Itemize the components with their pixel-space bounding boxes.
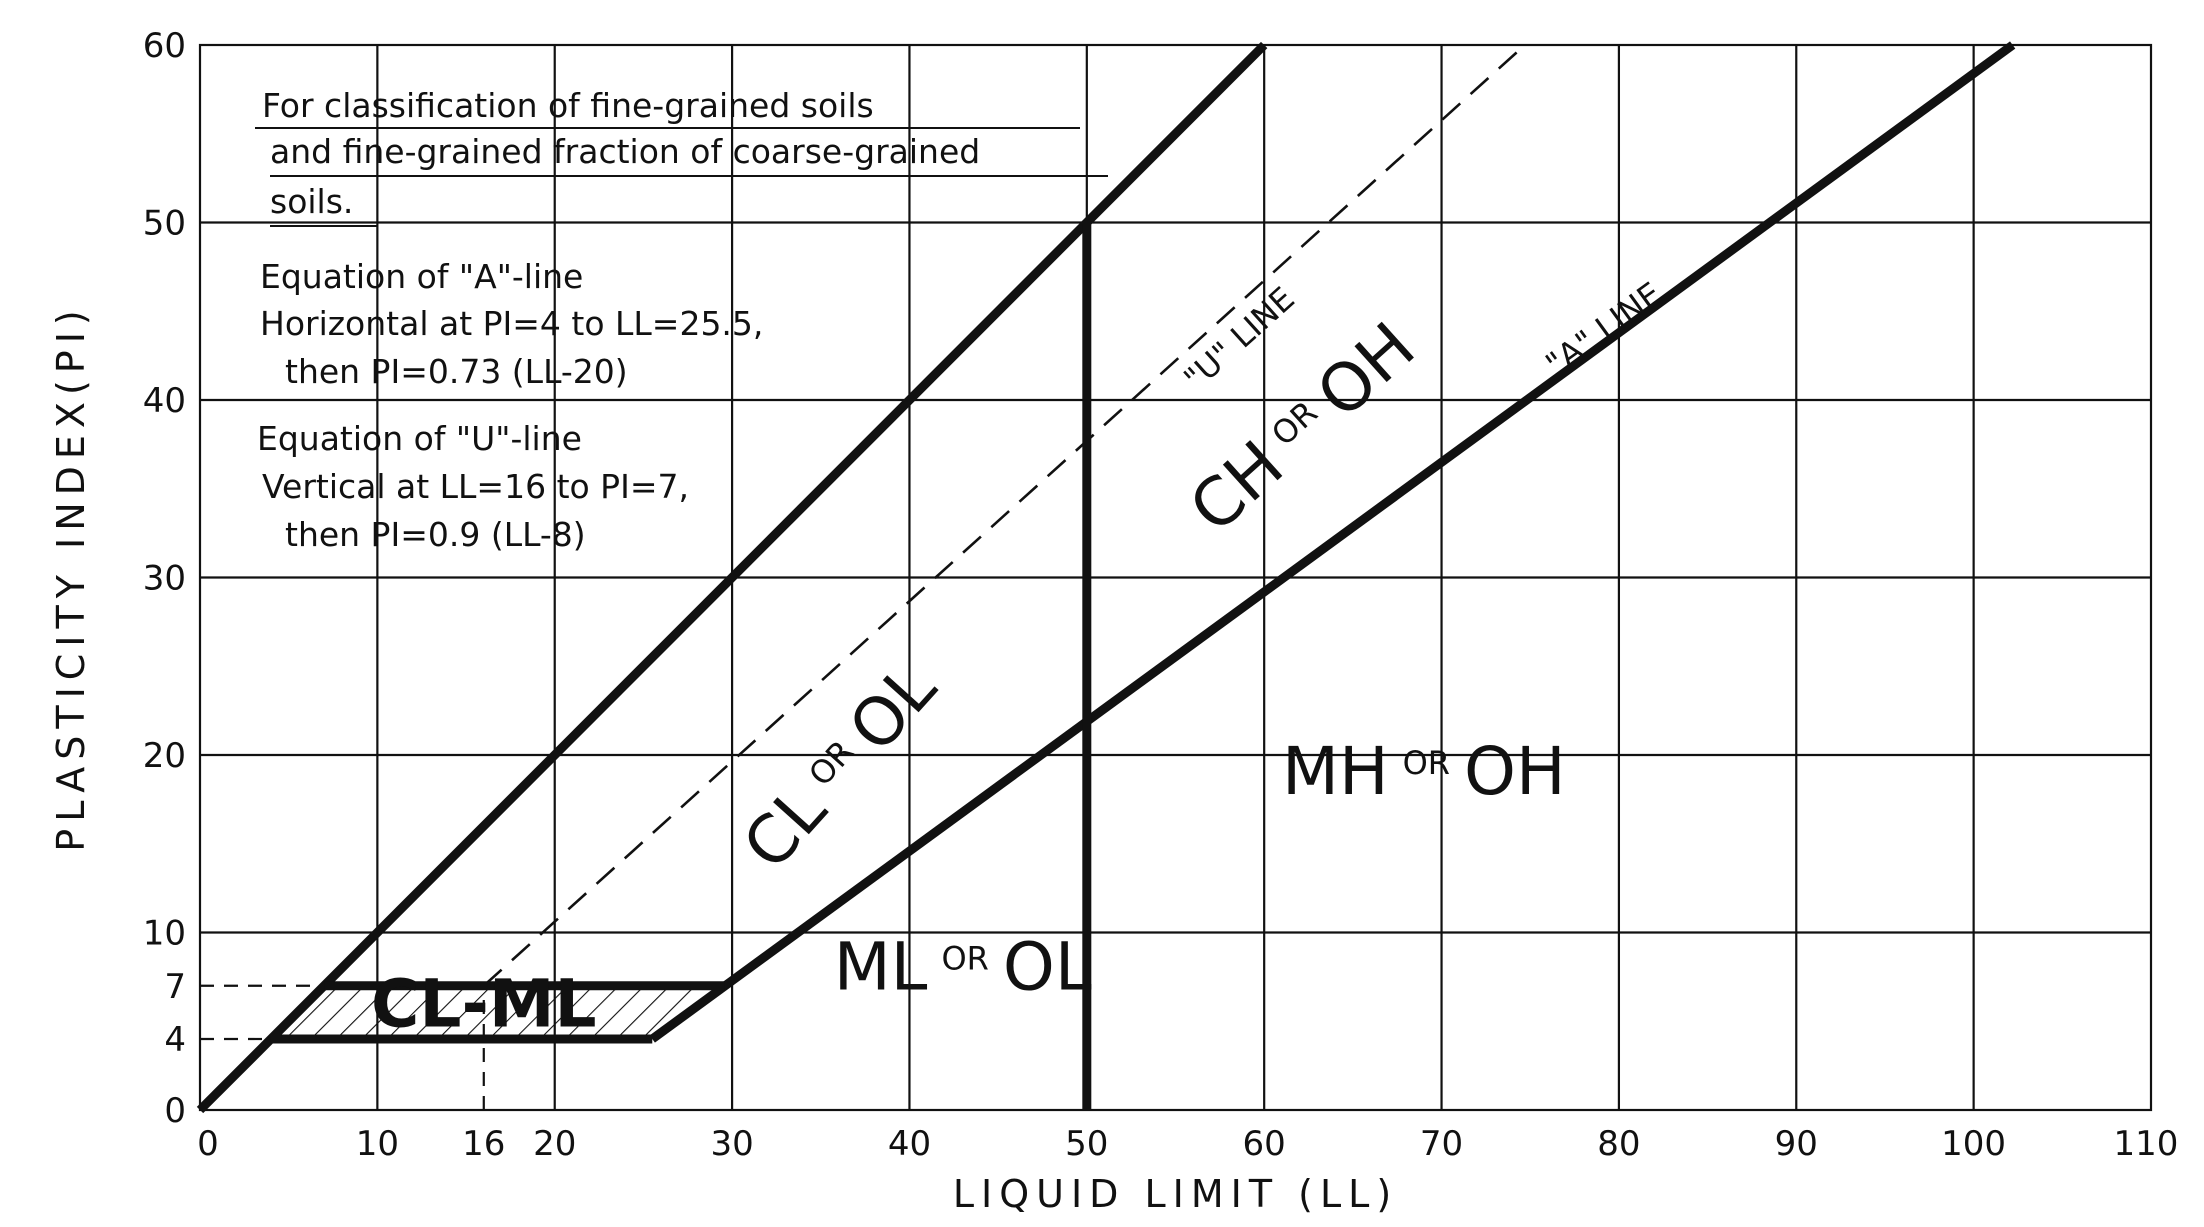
- x-tick-label: 10: [356, 1124, 399, 1164]
- classification-note-line: and fine-grained fraction of coarse-grai…: [270, 132, 980, 171]
- u-line: [482, 44, 1526, 987]
- x-tick-label: 0: [197, 1124, 219, 1164]
- y-tick-label: 60: [143, 26, 186, 66]
- y-tick-label: 20: [143, 736, 186, 776]
- zone-or: OR: [1403, 744, 1450, 782]
- zone-main-1: MH: [1282, 733, 1389, 810]
- x-tick-label: 110: [2114, 1124, 2179, 1164]
- cl-ml-zone: [270, 985, 725, 1039]
- y-tick-label: 0: [164, 1091, 186, 1131]
- y-axis-title: PLASTICITY INDEX(PI): [49, 303, 93, 851]
- y-tick-label: 7: [164, 967, 186, 1007]
- zone-main-2: OH: [1464, 733, 1566, 810]
- zone-or: OR: [941, 939, 988, 977]
- y-tick-label: 30: [143, 559, 186, 599]
- x-tick-label: 60: [1243, 1124, 1286, 1164]
- y-tick-label: 50: [143, 204, 186, 244]
- x-tick-label: 70: [1420, 1124, 1463, 1164]
- x-tick-label: 40: [888, 1124, 931, 1164]
- equation-line: Horizontal at PI=4 to LL=25.5,: [260, 304, 763, 343]
- zone-label-cl-ml: CL-ML: [371, 965, 597, 1042]
- x-tick-label: 50: [1065, 1124, 1108, 1164]
- classification-note-line: soils.: [270, 182, 353, 221]
- zone-text: MH OR OH: [1282, 733, 1566, 810]
- x-tick-label: 30: [710, 1124, 753, 1164]
- y-tick-label: 40: [143, 381, 186, 421]
- x-tick-label: 100: [1941, 1124, 2006, 1164]
- zone-main-2: OL: [1003, 928, 1092, 1005]
- zone-label-ml-ol: ML OR OL: [834, 928, 1092, 1005]
- equation-line: Equation of "U"-line: [257, 419, 582, 458]
- classification-note-line: For classification of fine-grained soils: [262, 86, 874, 125]
- y-tick-label: 10: [143, 914, 186, 954]
- a-line: [649, 41, 2016, 1043]
- equation-line: then PI=0.9 (LL-8): [285, 515, 586, 554]
- y-tick-label: 4: [164, 1020, 186, 1060]
- x-tick-label: 20: [533, 1124, 576, 1164]
- x-axis-title: LIQUID LIMIT (LL): [953, 1172, 1398, 1216]
- x-tick-label: 80: [1597, 1124, 1640, 1164]
- zone-text: ML OR OL: [834, 928, 1092, 1005]
- equation-line: then PI=0.73 (LL-20): [285, 352, 628, 391]
- zone-main-1: ML: [834, 928, 928, 1005]
- equation-line: Vertical at LL=16 to PI=7,: [262, 467, 689, 506]
- x-tick-label: 16: [462, 1124, 505, 1164]
- zone-label-mh-oh: MH OR OH: [1282, 733, 1566, 810]
- equation-line: Equation of "A"-line: [260, 257, 583, 296]
- x-tick-label: 90: [1775, 1124, 1818, 1164]
